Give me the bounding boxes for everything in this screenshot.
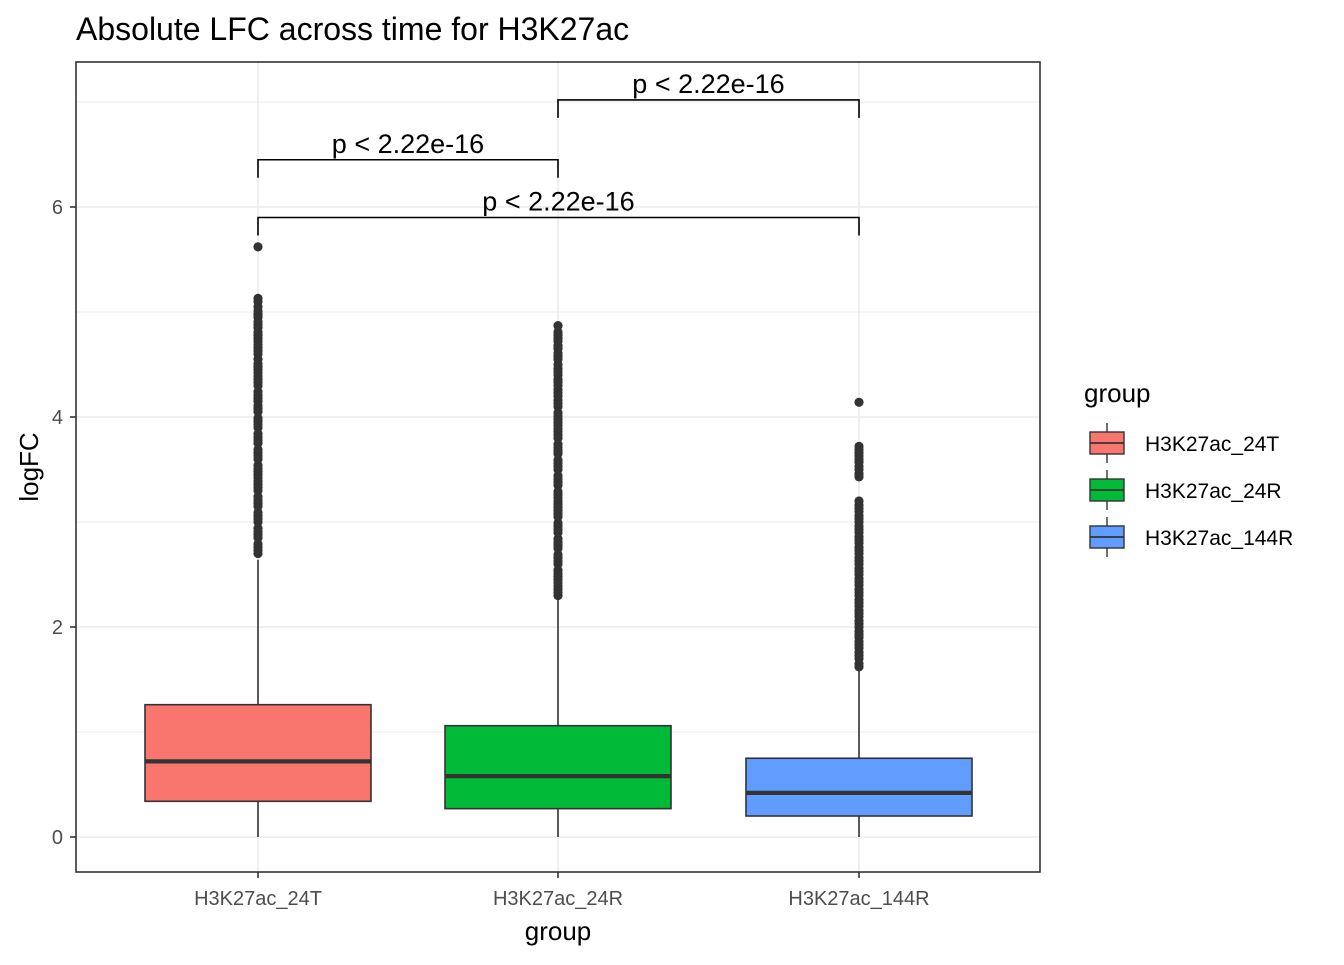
outlier-point: [553, 327, 563, 337]
box-iqr: [745, 757, 973, 817]
legend-label: H3K27ac_24R: [1145, 480, 1282, 503]
significance-brackets: p < 2.22e-16 p < 2.22e-16 p < 2.22e-16: [257, 69, 860, 236]
outlier-point: [253, 492, 263, 502]
x-axis: H3K27ac_24T H3K27ac_24R H3K27ac_144R: [194, 872, 930, 910]
y-tick-label: 4: [52, 407, 63, 429]
legend-item: H3K27ac_144R: [1089, 517, 1293, 557]
y-axis: 0 2 4 6: [52, 197, 76, 849]
outlier-point: [253, 460, 263, 470]
box-H3K27ac_144R: [745, 669, 973, 837]
outliers-H3K27ac_144R: [854, 397, 864, 672]
x-tick-label: H3K27ac_24R: [493, 888, 623, 910]
chart-title: Absolute LFC across time for H3K27ac: [76, 11, 629, 47]
significance-bracket: p < 2.22e-16: [257, 129, 559, 178]
outlier-point: [854, 397, 864, 407]
y-tick-label: 2: [52, 617, 63, 639]
outlier-point: [253, 413, 263, 423]
boxes: [144, 559, 973, 837]
outlier-point: [553, 439, 563, 449]
y-axis-title: logFC: [14, 432, 44, 501]
legend-label: H3K27ac_144R: [1145, 527, 1293, 550]
bracket-line: [557, 99, 860, 118]
y-tick-label: 6: [52, 197, 63, 219]
outlier-point: [253, 242, 263, 252]
outlier-point: [553, 408, 563, 418]
outlier-point: [553, 518, 563, 528]
significance-bracket: p < 2.22e-16: [257, 187, 860, 236]
outlier-points: [253, 242, 864, 672]
legend: group H3K27ac_24T H3K27ac_24R H3K27ac_144R: [1084, 378, 1293, 557]
outlier-point: [553, 321, 563, 331]
outlier-point: [553, 486, 563, 497]
outliers-H3K27ac_24T: [253, 242, 263, 559]
outlier-point: [253, 523, 263, 533]
bracket-line: [257, 158, 559, 178]
box-iqr: [444, 724, 672, 810]
outlier-point: [253, 387, 263, 397]
bracket-line: [257, 216, 860, 236]
outlier-point: [253, 429, 263, 439]
box-iqr: [144, 703, 372, 803]
x-axis-title: group: [525, 916, 592, 946]
outlier-point: [854, 496, 864, 506]
outlier-point: [553, 534, 563, 544]
outlier-point: [854, 441, 864, 451]
outlier-point: [553, 471, 563, 481]
significance-bracket: p < 2.22e-16: [557, 69, 860, 118]
y-tick-label: 0: [52, 827, 63, 849]
outlier-point: [253, 539, 263, 549]
legend-item: H3K27ac_24R: [1089, 470, 1282, 510]
box-H3K27ac_24R: [444, 599, 672, 837]
outlier-point: [553, 455, 563, 465]
p-value-label: p < 2.22e-16: [332, 129, 484, 159]
outlier-point: [253, 293, 263, 303]
outlier-point: [253, 444, 263, 455]
legend-title: group: [1084, 378, 1151, 408]
x-tick-label: H3K27ac_144R: [788, 888, 929, 910]
legend-item: H3K27ac_24T: [1089, 423, 1279, 463]
box-H3K27ac_24T: [144, 559, 372, 837]
legend-label: H3K27ac_24T: [1145, 433, 1279, 456]
outliers-H3K27ac_24R: [553, 321, 563, 601]
p-value-label: p < 2.22e-16: [482, 187, 634, 217]
x-tick-label: H3K27ac_24T: [194, 888, 322, 910]
outlier-point: [253, 507, 263, 518]
outlier-point: [553, 549, 563, 560]
p-value-label: p < 2.22e-16: [632, 69, 784, 99]
outlier-point: [553, 565, 563, 575]
